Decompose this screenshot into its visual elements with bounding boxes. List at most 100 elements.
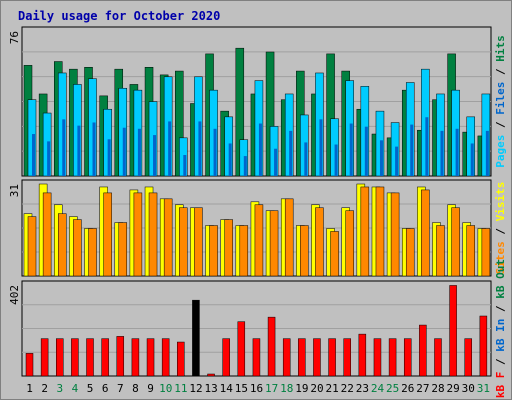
bar-kbf (449, 285, 457, 377)
side-label-segment: / (494, 115, 507, 135)
bar-sites (375, 186, 385, 277)
bar-sites (345, 210, 354, 277)
bar-kbf (464, 338, 472, 377)
bar-kbf (25, 353, 34, 377)
side-label-segment: kB Out (494, 259, 507, 299)
x-tick-label: 13 (204, 382, 217, 395)
bar-sites (481, 228, 491, 277)
bar-sites (224, 219, 233, 277)
side-label-segment: Files (494, 82, 507, 115)
side-label-kbf-kbin-kbout: kB F / kB In / kB Out (494, 259, 507, 398)
bar-kbf (358, 333, 367, 377)
bar-sites (42, 192, 52, 277)
bar-kbf (116, 336, 125, 377)
bar-files (47, 141, 51, 176)
x-tick-label: 3 (57, 382, 64, 395)
bar-sites (27, 216, 37, 277)
bar-files (289, 130, 293, 176)
bar-kbf (161, 338, 170, 377)
bar-files (168, 121, 172, 176)
bar-sites (466, 225, 475, 277)
x-tick-label: 27 (416, 382, 429, 395)
bar-kbf (298, 338, 306, 377)
bar-files (243, 156, 247, 176)
x-tick-label: 31 (477, 382, 490, 395)
x-tick-label: 28 (431, 382, 444, 395)
side-label-segment: Sites (494, 241, 507, 274)
bar-kbf (86, 338, 94, 377)
bar-kbf (131, 338, 140, 377)
bar-kbf (237, 321, 246, 377)
x-tick-label: 6 (102, 382, 109, 395)
bar-kbf (328, 338, 336, 377)
bar-sites (284, 198, 294, 277)
side-label-segment: kB In (494, 319, 507, 352)
bar-kbf (434, 338, 442, 377)
bar-sites (88, 228, 97, 277)
bar-sites (209, 225, 218, 277)
bar-files (304, 142, 308, 176)
bar-files (455, 128, 459, 176)
x-tick-label: 24 (371, 382, 385, 395)
chart-title: Daily usage for October 2020 (18, 9, 220, 23)
side-label-hits-files-pages: Pages / Files / Hits (494, 35, 507, 168)
x-tick-label: 30 (462, 382, 475, 395)
bar-kbf (71, 338, 79, 377)
bar-files (183, 155, 187, 176)
x-tick-label: 25 (386, 382, 399, 395)
bar-files (379, 140, 383, 176)
bar-kbf (146, 338, 155, 377)
bar-files (364, 126, 368, 176)
bar-kbf (267, 316, 276, 377)
x-tick-label: 11 (174, 382, 187, 395)
bar-sites (58, 213, 67, 277)
x-tick-label: 15 (235, 382, 248, 395)
side-label-segment: / (494, 62, 507, 82)
bar-files (228, 143, 232, 176)
bar-sites (390, 192, 400, 277)
bar-kbf (282, 338, 291, 377)
bar-kbf (56, 338, 64, 377)
bar-sites (118, 222, 128, 277)
bar-files (470, 143, 474, 176)
x-tick-label: 26 (401, 382, 414, 395)
bar-files (153, 135, 157, 176)
bar-files (425, 117, 429, 176)
bar-files (395, 146, 399, 176)
bar-files (77, 125, 81, 176)
bar-sites (179, 207, 188, 277)
x-tick-label: 16 (250, 382, 263, 395)
bar-kbf (373, 338, 382, 377)
side-label-segment: / (494, 352, 507, 372)
side-label-segment: / (494, 221, 507, 241)
bar-kbf (403, 338, 412, 377)
bar-kbf (252, 338, 261, 377)
bar-files (258, 123, 262, 176)
x-tick-label: 8 (132, 382, 139, 395)
bar-files (410, 124, 414, 176)
bar-files (274, 148, 278, 176)
max-label-hits-files-pages: 76 (8, 31, 21, 44)
bar-sites (451, 207, 460, 277)
bar-sites (405, 228, 415, 277)
bar-files (107, 139, 111, 176)
x-tick-label: 22 (341, 382, 354, 395)
x-tick-label: 9 (147, 382, 154, 395)
side-label-segment: Visits (494, 182, 507, 222)
max-label-visits-sites: 31 (8, 184, 21, 197)
x-tick-label: 21 (326, 382, 339, 395)
bar-sites (300, 225, 309, 277)
x-tick-label: 17 (265, 382, 278, 395)
bar-files (349, 123, 353, 176)
bar-files (334, 144, 338, 176)
bar-sites (73, 219, 82, 277)
bar-files (213, 128, 217, 176)
x-tick-label: 20 (310, 382, 323, 395)
x-tick-label: 19 (295, 382, 308, 395)
bar-sites (315, 207, 324, 277)
bar-sites (194, 207, 203, 277)
bar-sites (133, 192, 143, 277)
bar-sites (421, 189, 430, 277)
